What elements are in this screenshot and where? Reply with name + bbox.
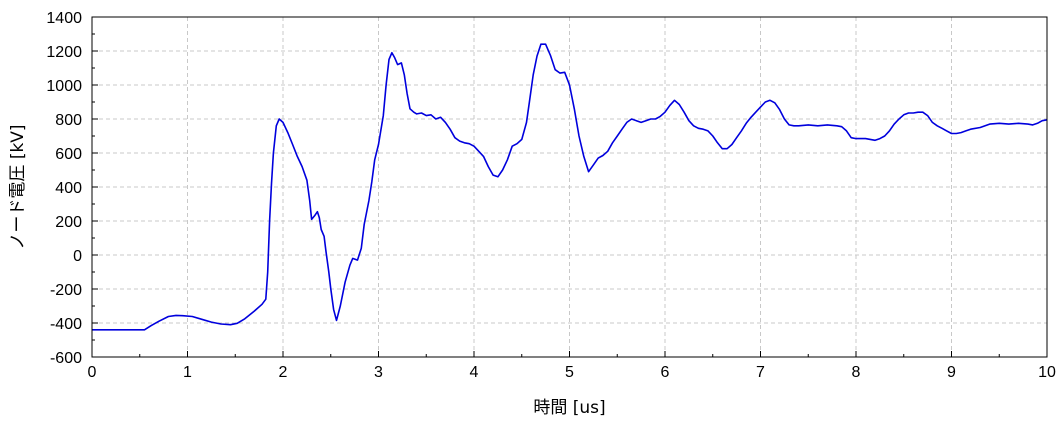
y-tick-label: 0: [73, 248, 82, 265]
y-tick-label: -600: [50, 350, 82, 367]
x-tick-label: 10: [1038, 364, 1056, 381]
grid: [92, 17, 1047, 357]
y-tick-label: 1000: [46, 78, 82, 95]
voltage-series-line: [92, 43, 1048, 331]
x-tick-label: 8: [852, 364, 861, 381]
y-tick-label: 600: [55, 146, 82, 163]
x-tick-label: 6: [661, 364, 670, 381]
y-tick-label: 800: [55, 112, 82, 129]
series-layer: [92, 43, 1048, 331]
x-tick-label: 7: [756, 364, 765, 381]
y-tick-label: 200: [55, 214, 82, 231]
x-tick-label: 0: [88, 364, 97, 381]
y-axis-label: ノード電圧 [kV]: [8, 124, 28, 249]
y-tick-label: 1400: [46, 10, 82, 27]
plot-frame: [91, 16, 1048, 358]
x-tick-label: 9: [947, 364, 956, 381]
axes: [91, 16, 1048, 358]
x-tick-label: 2: [279, 364, 288, 381]
x-axis-label: 時間 [us]: [533, 398, 605, 418]
y-tick-label: 400: [55, 180, 82, 197]
y-tick-label: -200: [50, 282, 82, 299]
y-tick-label: -400: [50, 316, 82, 333]
x-tick-label: 5: [565, 364, 574, 381]
x-tick-label: 1: [183, 364, 192, 381]
x-tick-label: 4: [470, 364, 479, 381]
y-tick-label: 1200: [46, 44, 82, 61]
tick-labels: 0 1 2 3 4 5 6 7 8 9 10 -600 -400 -200 0 200 400 600 800 100…: [46, 10, 1056, 381]
x-tick-label: 3: [374, 364, 383, 381]
